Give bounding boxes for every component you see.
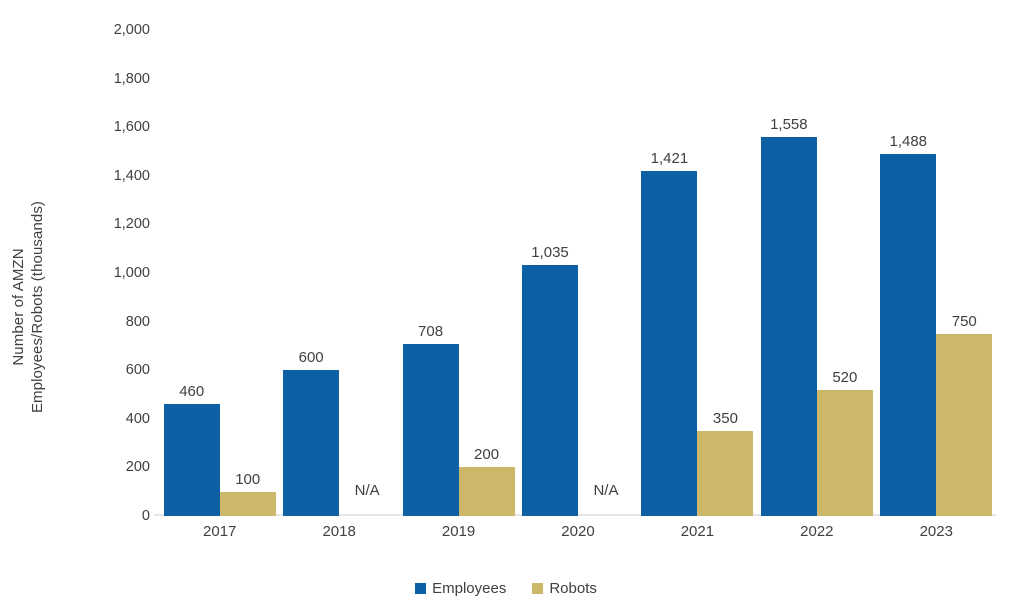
bar-robots[interactable]: 520 [816,370,873,516]
bar-employees[interactable]: 600 [283,350,340,516]
x-axis-tick-label: 2022 [800,523,834,540]
y-axis-title-line-2: Employees/Robots (thousands) [29,200,46,414]
y-axis-title: Number of AMZN Employees/Robots (thousan… [0,0,56,614]
y-axis-tick-label: 0 [141,507,150,524]
bar-value-label: 1,421 [650,149,689,167]
bar-group-bars: 460 100 [160,30,279,516]
bar-value-label: 100 [235,470,261,488]
bar-value-label: N/A [593,482,619,499]
bar-group: 1,558 520 [757,30,876,516]
legend-swatch-icon [532,582,544,594]
y-axis-tick-label: 1,600 [113,118,150,135]
legend-label: Employees [432,579,507,597]
bar-employees[interactable]: 1,421 [641,151,698,516]
y-axis-tick-label: 1,400 [113,167,150,184]
bar-employees[interactable]: 1,035 [521,245,578,516]
y-axis-tick-label: 200 [125,459,150,476]
x-axis-tick-label: 2023 [919,523,953,540]
bar-group: 600 N/A [279,30,398,516]
bar-group: 1,421 350 [638,30,757,516]
bar-robots[interactable]: 350 [697,411,754,516]
y-axis-tick-label: 600 [125,361,150,378]
bar-value-label: 708 [418,322,444,340]
bar-group-bars: 1,558 520 [757,30,876,516]
y-axis-tick-label: 400 [125,410,150,427]
legend-item-employees[interactable]: Employees [415,581,506,596]
x-axis-tick-label: 2018 [322,523,356,540]
x-axis-tick-label: 2021 [680,523,715,540]
y-axis-tick-label: 800 [125,313,150,330]
x-axis-tick-label: 2019 [441,523,476,540]
bar-value-label: 1,558 [770,116,808,134]
chart-legend: Employees Robots [0,575,1012,601]
bar-group-bars: 708 200 [399,30,518,516]
y-axis-tick-label: 1,000 [113,264,150,281]
x-axis-tick-labels: 2017 2018 2019 2020 2021 2022 2023 [160,522,996,548]
bar-group-bars: 1,421 350 [638,30,757,516]
bar-group: 1,488 750 [877,30,996,516]
bar-value-label: 1,035 [531,243,569,261]
bar-group: 708 200 [399,30,518,516]
legend-item-robots[interactable]: Robots [532,581,597,596]
x-axis-tick-label: 2017 [203,523,237,540]
legend-swatch-icon [415,582,427,594]
y-axis-tick-label: 2,000 [113,21,150,38]
bar-group-bars: 600 N/A [279,30,398,516]
bar-robots[interactable]: 100 [219,472,276,516]
bar-value-label: 350 [712,409,738,427]
bar-value-label: 1,488 [889,133,928,151]
bar-value-label: 600 [298,349,324,367]
x-axis-tick-label: 2020 [561,523,595,540]
bar-value-label: 520 [832,368,858,386]
bar-value-label: 750 [951,312,977,330]
bar-robots[interactable]: 200 [458,447,515,516]
legend-label: Robots [549,579,597,597]
bar-group-bars: 1,035 N/A [518,30,637,516]
bar-value-label: 200 [474,446,500,464]
bar-group-bars: 1,488 750 [877,30,996,516]
y-axis-tick-label: 1,200 [113,216,150,233]
y-axis-tick-label: 1,800 [113,70,150,87]
bar-value-label: N/A [354,482,380,499]
bar-employees[interactable]: 708 [402,324,459,516]
bar-value-label: 460 [179,383,205,401]
bar-group: 1,035 N/A [518,30,637,516]
bar-group: 460 100 [160,30,279,516]
y-axis-title-line-1: Number of AMZN [10,248,27,366]
bar-employees[interactable]: 1,558 [760,117,817,516]
y-axis-tick-labels: 0 200 400 600 800 1,000 1,200 1,400 1,600 1,800 2,… [96,23,150,523]
bar-robots[interactable]: 750 [936,314,993,516]
plot-area: 460 100 600 N/A 708 200 1,035 N/A 1,421 350 1,558 5… [154,30,996,516]
bar-employees[interactable]: 460 [163,384,220,516]
bar-employees[interactable]: 1,488 [880,134,937,516]
